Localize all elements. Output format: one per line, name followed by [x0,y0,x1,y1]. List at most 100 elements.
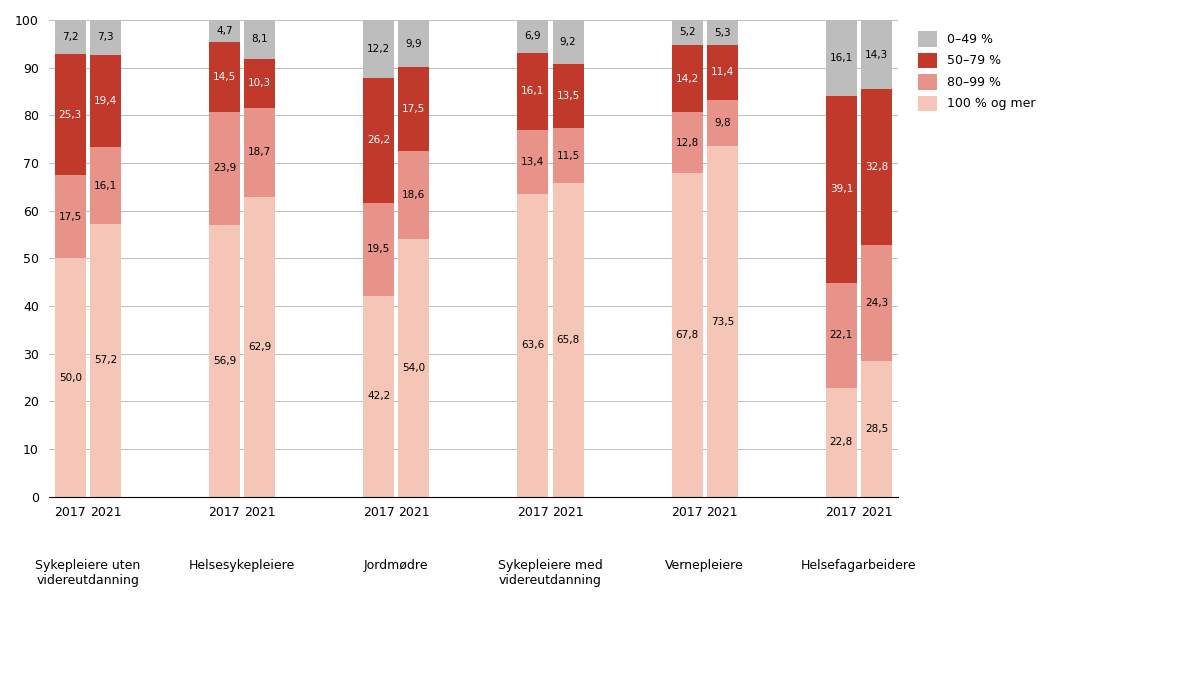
Bar [364,203,394,295]
Text: 9,2: 9,2 [560,37,576,47]
Text: 39,1: 39,1 [829,185,853,194]
Bar [517,129,548,194]
Bar [862,89,892,245]
Bar [862,361,892,497]
Text: 19,4: 19,4 [94,96,118,106]
Bar [364,19,394,78]
Text: 18,7: 18,7 [248,147,271,157]
Bar [209,20,240,42]
Bar [398,20,430,67]
Text: 32,8: 32,8 [865,162,888,172]
Text: 26,2: 26,2 [367,135,390,145]
Text: 9,9: 9,9 [406,39,422,48]
Bar [553,20,583,64]
Text: Jordmødre: Jordmødre [364,558,428,572]
Bar [707,146,738,497]
Bar [398,151,430,239]
Bar [398,67,430,151]
Text: 14,3: 14,3 [865,50,888,60]
Text: 63,6: 63,6 [521,340,545,350]
Bar [90,224,121,497]
Text: 16,1: 16,1 [94,181,118,191]
Bar [245,197,275,497]
Text: 57,2: 57,2 [94,356,118,365]
Text: 18,6: 18,6 [402,190,426,200]
Text: 11,4: 11,4 [710,67,734,78]
Bar [245,20,275,59]
Text: 28,5: 28,5 [865,424,888,434]
Text: Sykepleiere uten
videreutdanning: Sykepleiere uten videreutdanning [35,558,140,587]
Bar [672,113,702,174]
Text: Sykepleiere med
videreutdanning: Sykepleiere med videreutdanning [498,558,602,587]
Bar [553,64,583,128]
Text: 42,2: 42,2 [367,391,390,401]
Text: Helsesykepleiere: Helsesykepleiere [188,558,295,572]
Bar [364,295,394,497]
Text: 65,8: 65,8 [557,335,580,345]
Bar [707,20,738,45]
Bar [209,226,240,497]
Text: 17,5: 17,5 [402,104,426,114]
Bar [672,45,702,113]
Text: 5,2: 5,2 [679,28,696,37]
Text: 7,3: 7,3 [97,33,114,42]
Text: Vernepleiere: Vernepleiere [665,558,744,572]
Bar [862,21,892,89]
Text: 22,8: 22,8 [829,437,853,447]
Text: 4,7: 4,7 [216,26,233,36]
Text: 5,3: 5,3 [714,28,731,37]
Text: 16,1: 16,1 [521,86,545,96]
Text: 73,5: 73,5 [710,316,734,327]
Bar [672,174,702,497]
Text: 19,5: 19,5 [367,244,390,254]
Text: 14,2: 14,2 [676,73,698,84]
Bar [517,53,548,129]
Text: 12,2: 12,2 [367,44,390,53]
Bar [672,20,702,45]
Bar [707,45,738,100]
Text: 14,5: 14,5 [212,72,236,82]
Bar [517,194,548,497]
Text: 16,1: 16,1 [829,53,853,63]
Text: 22,1: 22,1 [829,330,853,340]
Text: 17,5: 17,5 [59,212,82,221]
Bar [245,59,275,108]
Text: 62,9: 62,9 [248,342,271,352]
Bar [55,20,85,54]
Bar [553,128,583,183]
Bar [55,175,85,258]
Bar [364,78,394,203]
Text: 10,3: 10,3 [248,78,271,88]
Bar [90,55,121,147]
Bar [90,147,121,224]
Bar [826,96,857,282]
Bar [209,42,240,111]
Text: 7,2: 7,2 [62,32,78,42]
Bar [398,239,430,497]
Bar [245,108,275,197]
Bar [55,54,85,175]
Bar [862,245,892,361]
Text: 67,8: 67,8 [676,330,698,340]
Bar [826,388,857,497]
Bar [55,258,85,497]
Text: 11,5: 11,5 [557,151,580,161]
Legend: 0–49 %, 50–79 %, 80–99 %, 100 % og mer: 0–49 %, 50–79 %, 80–99 %, 100 % og mer [913,26,1040,116]
Bar [826,19,857,96]
Bar [707,100,738,146]
Bar [553,183,583,497]
Text: 13,4: 13,4 [521,156,545,167]
Text: 54,0: 54,0 [402,363,426,373]
Text: 56,9: 56,9 [212,356,236,366]
Text: 13,5: 13,5 [557,91,580,101]
Bar [517,20,548,53]
Bar [90,20,121,55]
Text: 9,8: 9,8 [714,118,731,128]
Text: 8,1: 8,1 [251,35,268,44]
Text: 12,8: 12,8 [676,138,698,148]
Text: 25,3: 25,3 [59,109,82,120]
Text: 24,3: 24,3 [865,298,888,308]
Bar [209,111,240,226]
Text: Helsefagarbeidere: Helsefagarbeidere [802,558,917,572]
Text: 50,0: 50,0 [59,372,82,383]
